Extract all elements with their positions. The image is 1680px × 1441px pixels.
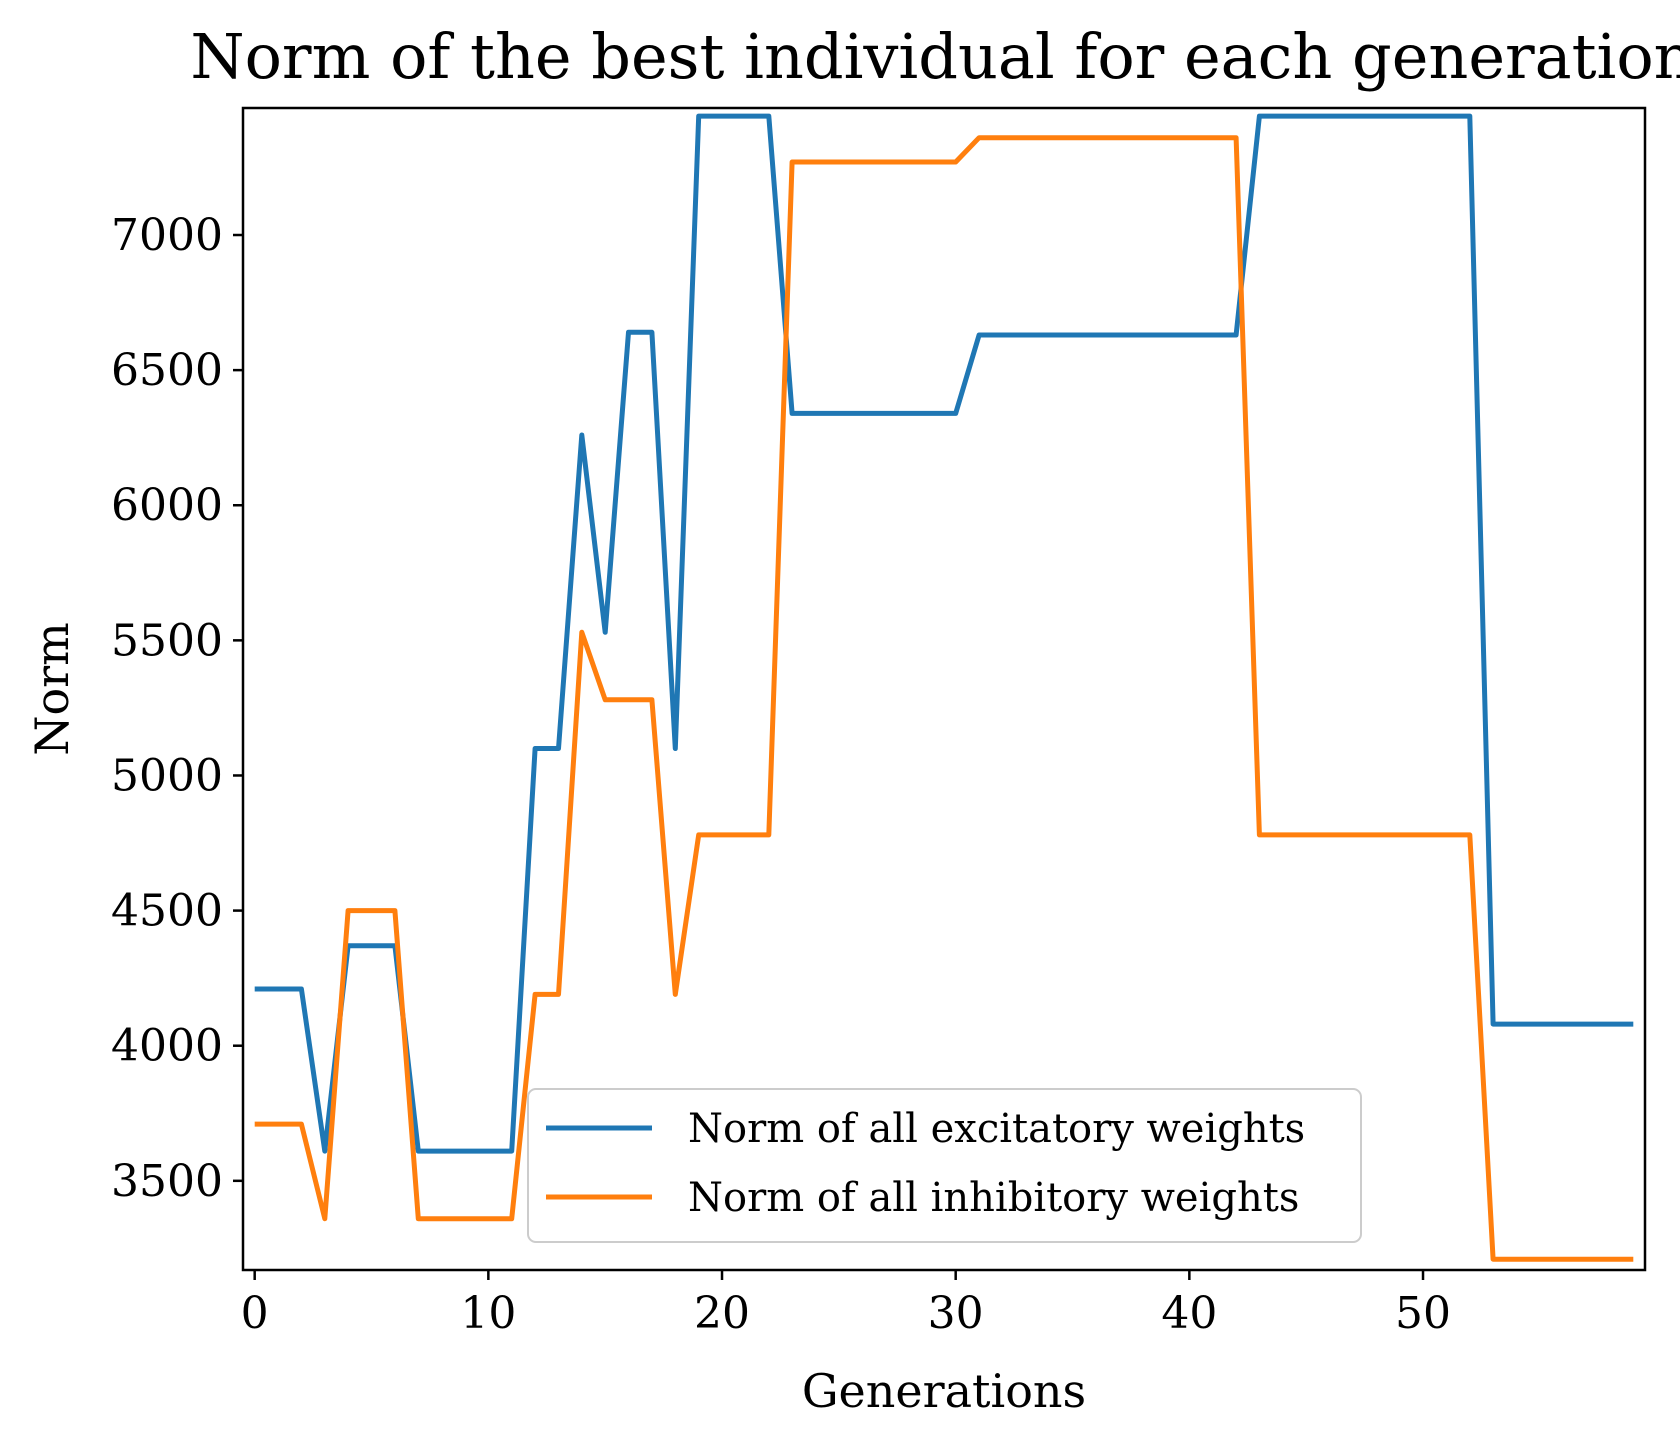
legend-label-excitatory: Norm of all excitatory weights xyxy=(688,1106,1305,1152)
x-tick-label: 40 xyxy=(1161,1288,1217,1339)
x-tick-label: 50 xyxy=(1395,1288,1451,1339)
y-tick-label: 5500 xyxy=(111,615,223,666)
series-line-1 xyxy=(254,135,1634,1262)
y-tick-label: 6000 xyxy=(111,480,223,531)
legend-box xyxy=(527,1088,1362,1243)
y-tick-label: 6500 xyxy=(111,345,223,396)
y-tick-label: 4500 xyxy=(111,886,223,937)
x-axis: 0 10 20 30 40 50 xyxy=(241,1270,1451,1339)
plot-area xyxy=(241,106,1647,1272)
legend-label-inhibitory: Norm of all inhibitory weights xyxy=(688,1175,1299,1221)
x-tick-label: 0 xyxy=(241,1288,269,1339)
series-line-0 xyxy=(254,113,1634,1154)
y-tick-label: 4000 xyxy=(111,1021,223,1072)
x-tick-label: 30 xyxy=(928,1288,984,1339)
y-tick-label: 5000 xyxy=(111,750,223,801)
plot-frame xyxy=(241,106,1647,1272)
y-axis-label: Norm xyxy=(25,622,79,756)
y-tick-label: 3500 xyxy=(111,1156,223,1207)
x-tick-label: 10 xyxy=(460,1288,516,1339)
x-tick-label: 20 xyxy=(694,1288,750,1339)
y-axis: 3500 4000 4500 5000 5500 6000 6500 7000 xyxy=(111,210,243,1207)
series-layer xyxy=(254,113,1634,1262)
x-axis-label: Generations xyxy=(802,1364,1086,1418)
chart-title: Norm of the best individual for each gen… xyxy=(190,20,1680,93)
y-tick-label: 7000 xyxy=(111,210,223,261)
legend: Norm of all excitatory weights Norm of a… xyxy=(527,1088,1362,1243)
